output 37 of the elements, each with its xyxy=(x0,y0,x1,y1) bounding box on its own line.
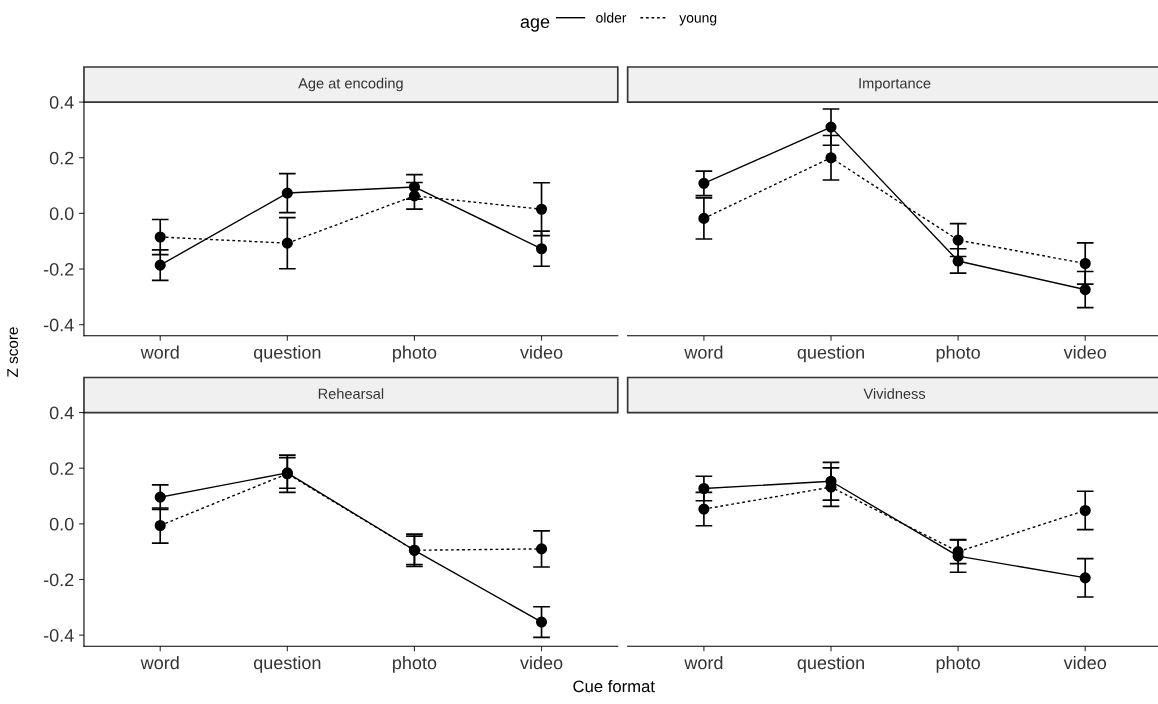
x-tick-label: question xyxy=(797,655,864,673)
x-tick-label: word xyxy=(140,655,179,670)
x-tick-label: video xyxy=(1063,345,1107,359)
point xyxy=(535,203,548,215)
y-tick-label: -0.2 xyxy=(43,262,74,276)
chart-title: Vividness xyxy=(863,388,926,399)
x-tick-label: word xyxy=(684,655,723,670)
x-axis-title: Cue format xyxy=(573,680,655,693)
legend-label: young xyxy=(679,15,717,26)
x-tick-label: video xyxy=(520,345,563,359)
y-axis-title: Z score xyxy=(7,327,18,377)
x-tick-label: word xyxy=(140,345,179,359)
y-tick-label: 0.4 xyxy=(49,96,74,109)
y-tick-label: 0.2 xyxy=(49,462,74,475)
y-tick-label: -0.4 xyxy=(43,318,74,332)
x-tick-label: video xyxy=(1063,655,1107,670)
y-tick-label: 0.0 xyxy=(49,207,74,221)
y-tick-label: 0.0 xyxy=(49,517,74,531)
x-tick-label: photo xyxy=(393,345,437,363)
y-tick-label: -0.4 xyxy=(43,629,74,642)
chart-title: Importance xyxy=(859,78,931,92)
legend-label: older xyxy=(596,12,627,23)
x-tick-label: photo xyxy=(393,655,437,673)
y-tick-label: 0.2 xyxy=(49,151,74,165)
y-tick-label: -0.2 xyxy=(43,573,74,587)
point xyxy=(535,243,548,255)
y-tick-label: 0.4 xyxy=(49,406,74,420)
x-tick-label: word xyxy=(684,345,723,359)
legend-title: age xyxy=(520,18,550,32)
x-tick-label: photo xyxy=(936,655,980,673)
x-tick-label: question xyxy=(797,345,864,363)
x-tick-label: photo xyxy=(936,345,980,363)
chart-title: Age at encoding xyxy=(298,77,403,92)
x-tick-label: question xyxy=(253,655,321,673)
chart-title: Rehearsal xyxy=(318,388,384,399)
x-tick-label: question xyxy=(253,345,321,363)
x-tick-label: video xyxy=(520,655,563,670)
